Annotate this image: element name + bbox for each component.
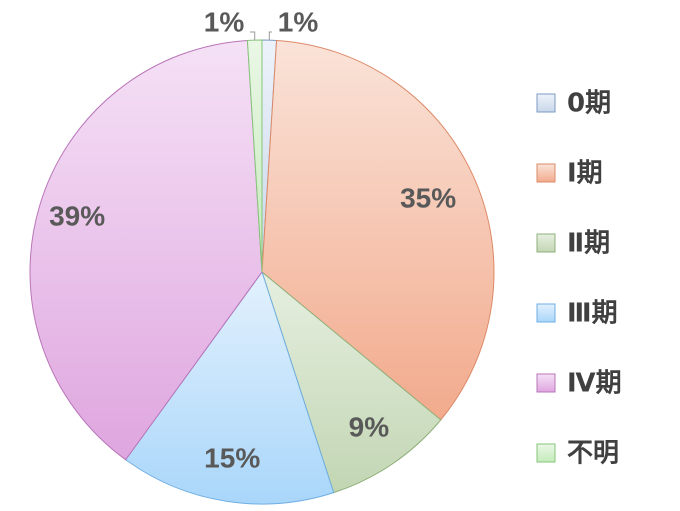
slice-5-leader-line <box>250 31 256 41</box>
slice-5-data-label: 1% <box>204 6 245 37</box>
slice-5-wedge <box>246 39 263 273</box>
slice-5-legend-label: 不明 <box>567 439 619 469</box>
slice-4-legend-swatch <box>536 373 556 393</box>
data-labels: 1% 35% 9% 15% 39% 1% <box>49 6 456 473</box>
slice-2-wedge <box>260 270 442 494</box>
slice-1-legend-swatch <box>536 163 556 183</box>
slice-2-legend-swatch <box>536 233 556 253</box>
slice-3-wedge <box>124 270 335 505</box>
leader-lines <box>250 31 272 41</box>
slice-3-legend-swatch <box>536 303 556 323</box>
slice-3-legend-label: Ⅲ期 <box>567 299 618 329</box>
slice-0-legend-label: 0期 <box>567 89 611 119</box>
slice-3-data-label: 15% <box>204 442 260 473</box>
slice-1-legend-label: Ⅰ期 <box>567 159 603 189</box>
slice-2-data-label: 9% <box>349 412 390 443</box>
pie-slices <box>29 39 495 505</box>
slice-0-data-label: 1% <box>278 6 319 37</box>
slice-0-legend-swatch <box>536 93 556 113</box>
slice-1-wedge <box>261 39 495 421</box>
slice-4-legend-label: Ⅳ期 <box>567 369 622 399</box>
slice-4-wedge <box>29 39 263 461</box>
slice-4-data-label: 39% <box>49 201 105 232</box>
slice-5-legend-swatch <box>536 443 556 463</box>
slice-2-legend-label: Ⅱ期 <box>567 229 610 259</box>
slice-0-leader-line <box>268 31 272 41</box>
slice-1-data-label: 35% <box>400 182 456 213</box>
